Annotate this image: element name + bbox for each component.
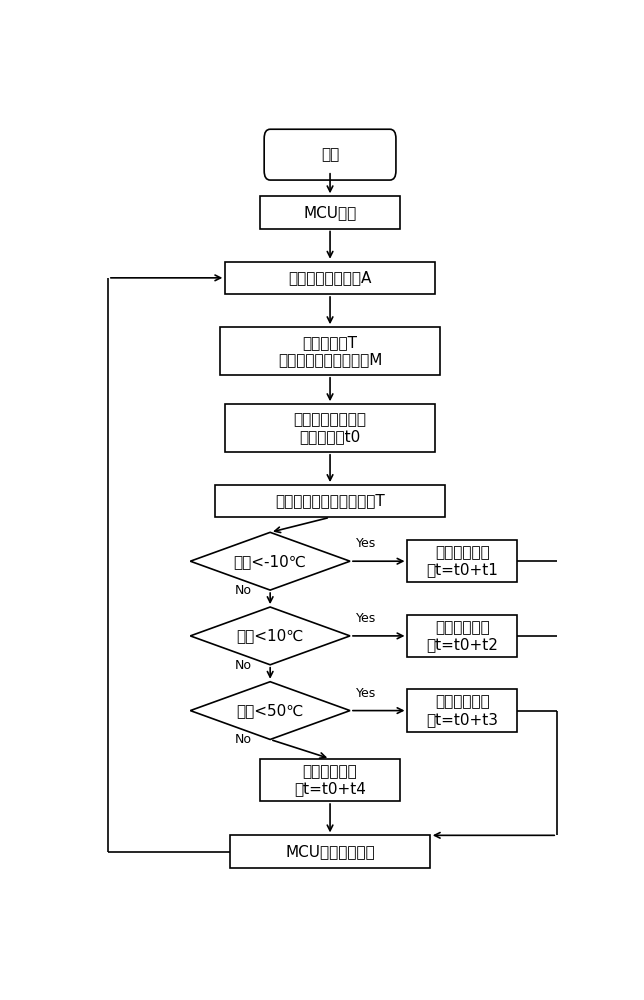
Text: 温度<10℃: 温度<10℃ [236,628,304,643]
Text: 点火延时値修
正t=t0+t4: 点火延时値修 正t=t0+t4 [294,764,366,796]
Bar [408,689,517,732]
Text: 温度<50℃: 温度<50℃ [236,703,304,718]
Bar [220,327,440,375]
Text: 点火延时値修
正t=t0+t2: 点火延时値修 正t=t0+t2 [426,620,498,652]
Text: Yes: Yes [356,537,376,550]
Text: MCU上电: MCU上电 [303,205,357,220]
Text: No: No [235,584,252,597]
Text: 温度<-10℃: 温度<-10℃ [234,554,307,569]
Polygon shape [191,607,350,665]
FancyBboxPatch shape [264,129,396,180]
Bar [225,404,435,452]
Bar [260,759,400,801]
Bar [260,196,400,229]
Text: Yes: Yes [356,687,376,700]
Text: Yes: Yes [356,612,376,625]
Text: 点火延时値修
正t=t0+t1: 点火延时値修 正t=t0+t1 [426,545,498,577]
Text: 开始: 开始 [321,147,339,162]
Text: No: No [235,733,252,746]
Polygon shape [191,682,350,739]
Text: MCU输出点火信号: MCU输出点火信号 [285,844,375,859]
Text: 采样模块采集波形A: 采样模块采集波形A [289,270,372,285]
Text: 计算当前转速下的
点火延时値t0: 计算当前转速下的 点火延时値t0 [294,412,366,444]
Bar [231,835,430,868]
Bar [408,540,517,582]
Text: 采样模块获取当下温度値T: 采样模块获取当下温度値T [275,494,385,509]
Text: 获取周期値T
计算当前发动机转速値M: 获取周期値T 计算当前发动机转速値M [278,335,383,367]
Polygon shape [191,532,350,590]
Bar [225,262,435,294]
Text: No: No [235,659,252,672]
Bar [408,615,517,657]
Text: 点火延时値修
正t=t0+t3: 点火延时値修 正t=t0+t3 [426,694,498,727]
Bar [215,485,445,517]
